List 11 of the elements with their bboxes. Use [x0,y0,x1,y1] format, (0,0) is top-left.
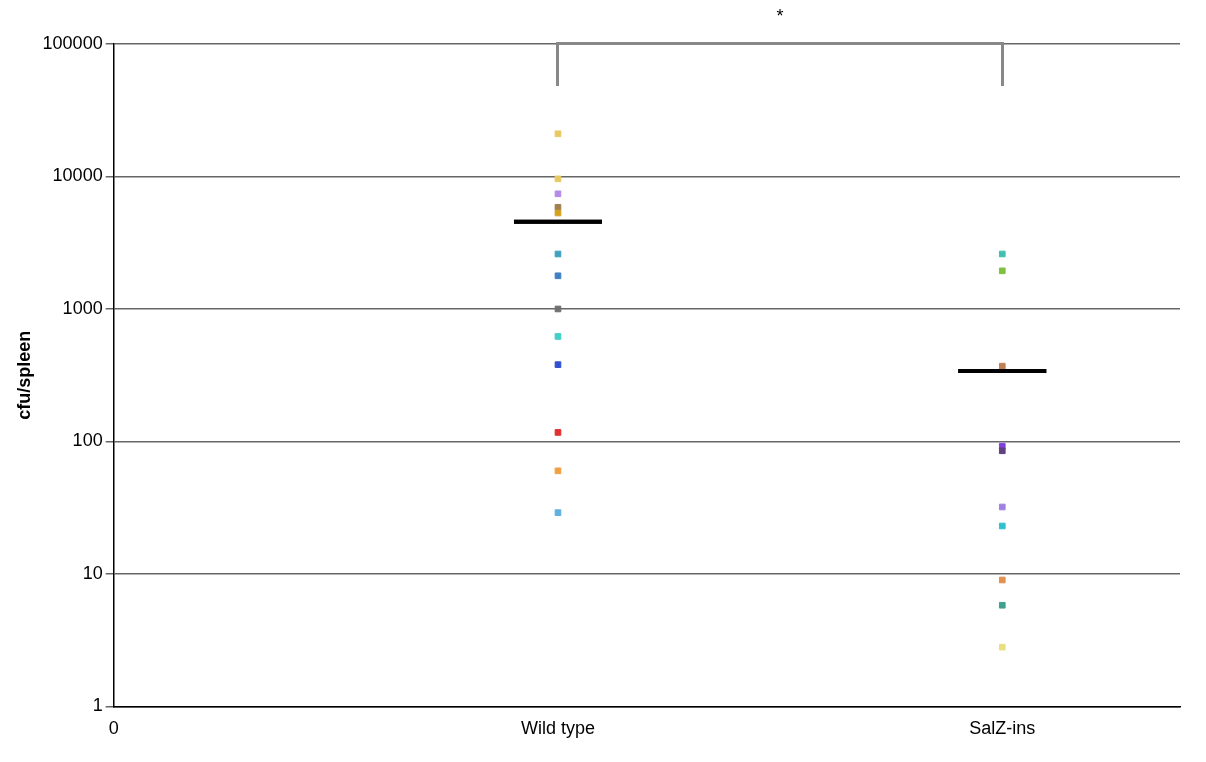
y-tick-label: 10000 [52,165,103,186]
text: * [776,6,784,26]
x-tick-label: Wild type [520,718,595,739]
y-tick-label: 100000 [42,32,103,53]
y-tick-label: 1000 [62,297,103,318]
y-tick-label: 10 [82,562,103,583]
x-tick-label: 0 [108,718,119,739]
x-tick-label: SalZ-ins [969,718,1036,739]
y-tick-label: 1 [92,695,103,716]
y-tick-label: 100 [72,430,103,451]
y-axis-title: cfu/spleen [13,330,34,420]
